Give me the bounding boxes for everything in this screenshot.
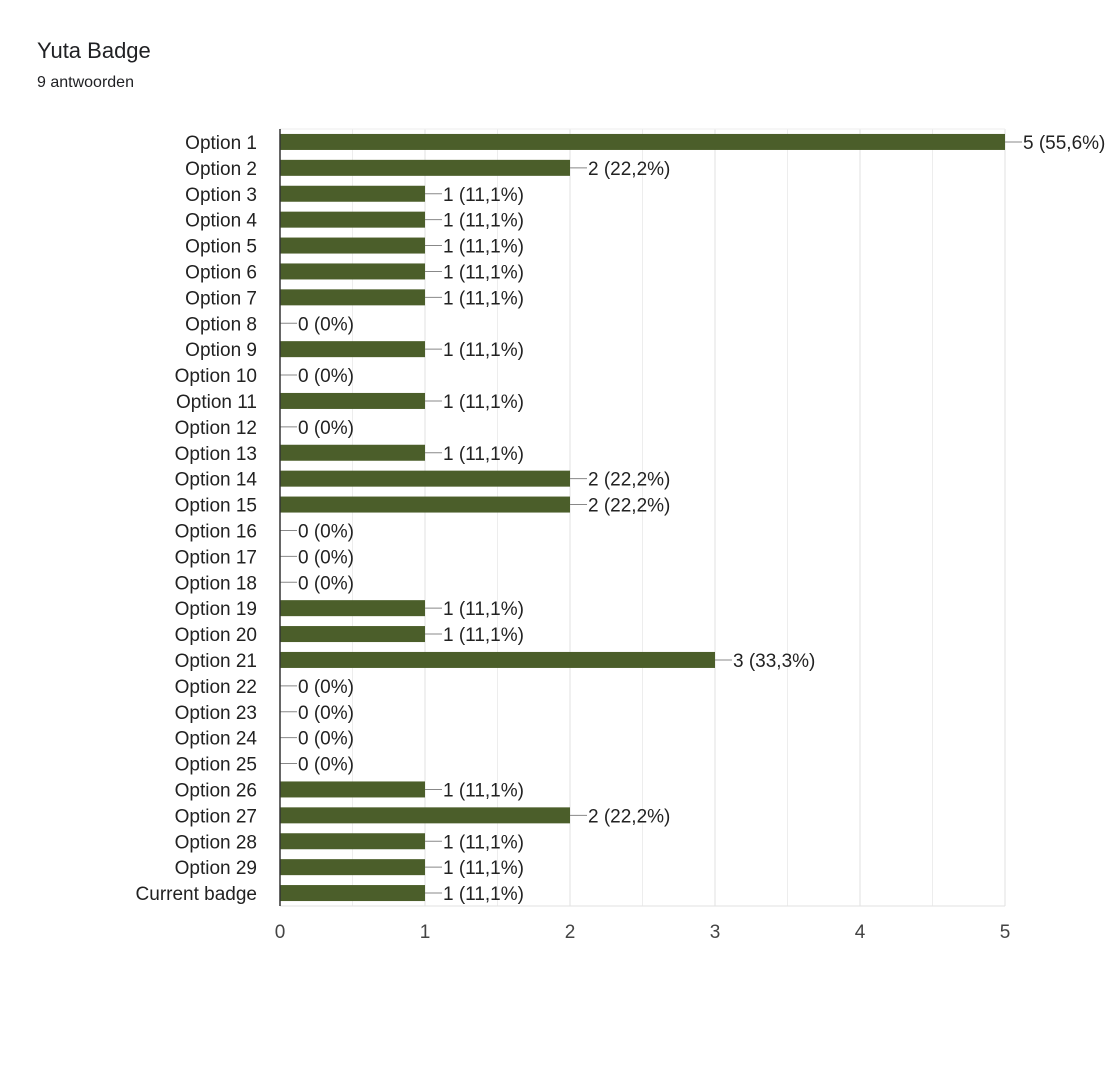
data-label: 1 (11,1%) [443, 858, 524, 879]
x-tick-label: 2 [565, 922, 576, 943]
data-label: 1 (11,1%) [443, 392, 524, 413]
bar [280, 781, 425, 798]
category-label: Option 4 [185, 211, 257, 232]
bar [280, 392, 425, 409]
data-label: 3 (33,3%) [733, 651, 815, 672]
data-label: 0 (0%) [298, 703, 354, 724]
category-label: Option 2 [185, 159, 257, 180]
bar [280, 600, 425, 617]
data-label: 0 (0%) [298, 366, 354, 387]
category-label: Option 16 [175, 521, 257, 542]
category-label: Option 28 [175, 832, 257, 853]
bar [280, 159, 570, 176]
question-header: Yuta Badge 9 antwoorden [37, 36, 151, 93]
data-label: 0 (0%) [298, 418, 354, 439]
category-label: Option 8 [185, 314, 257, 335]
data-label: 1 (11,1%) [443, 780, 524, 801]
data-label: 1 (11,1%) [443, 832, 524, 853]
bar [280, 341, 425, 358]
category-label: Option 14 [175, 470, 258, 491]
bar [280, 470, 570, 487]
data-label: 0 (0%) [298, 677, 354, 698]
data-label: 5 (55,6%) [1023, 133, 1105, 154]
bar [280, 651, 715, 668]
category-label: Option 25 [175, 755, 257, 776]
data-label: 0 (0%) [298, 521, 354, 542]
category-label: Current badge [136, 884, 257, 905]
x-tick-label: 3 [710, 922, 721, 943]
x-tick-label: 0 [275, 922, 286, 943]
bar [280, 133, 1005, 150]
category-label: Option 26 [175, 780, 257, 801]
bar [280, 237, 425, 254]
x-tick-label: 4 [855, 922, 866, 943]
data-label: 1 (11,1%) [443, 625, 524, 646]
bar [280, 626, 425, 643]
category-label: Option 27 [175, 806, 257, 827]
question-title: Yuta Badge [37, 38, 151, 63]
category-label: Option 1 [185, 133, 257, 154]
data-label: 1 (11,1%) [443, 599, 524, 620]
category-label: Option 10 [175, 366, 257, 387]
category-label: Option 13 [175, 444, 257, 465]
category-label: Option 29 [175, 858, 257, 879]
bar [280, 289, 425, 306]
response-count: 9 antwoorden [37, 74, 134, 91]
category-label: Option 18 [175, 573, 257, 594]
category-label: Option 11 [176, 392, 257, 413]
bar [280, 885, 425, 902]
data-label: 2 (22,2%) [588, 159, 670, 180]
data-label: 0 (0%) [298, 547, 354, 568]
category-label: Option 6 [185, 262, 257, 283]
bar [280, 496, 570, 513]
data-label: 2 (22,2%) [588, 806, 670, 827]
category-label: Option 23 [175, 703, 257, 724]
category-label: Option 17 [175, 547, 257, 568]
data-label: 1 (11,1%) [443, 211, 524, 232]
bar [280, 185, 425, 202]
data-label: 2 (22,2%) [588, 470, 670, 491]
category-label: Option 9 [185, 340, 257, 361]
bar [280, 807, 570, 824]
data-label: 0 (0%) [298, 573, 354, 594]
category-label: Option 15 [175, 496, 257, 517]
data-label: 0 (0%) [298, 314, 354, 335]
data-label: 1 (11,1%) [443, 340, 524, 361]
category-label: Option 3 [185, 185, 257, 206]
bar [280, 833, 425, 850]
x-tick-label: 1 [420, 922, 431, 943]
bar [280, 859, 425, 876]
category-label: Option 20 [175, 625, 257, 646]
category-label: Option 5 [185, 237, 257, 258]
data-label: 2 (22,2%) [588, 496, 670, 517]
data-label: 1 (11,1%) [443, 884, 524, 905]
data-label: 1 (11,1%) [443, 237, 524, 258]
category-label: Option 24 [175, 729, 258, 750]
category-label: Option 7 [185, 288, 257, 309]
x-tick-label: 5 [1000, 922, 1011, 943]
data-label: 1 (11,1%) [443, 185, 524, 206]
data-label: 1 (11,1%) [443, 288, 524, 309]
data-label: 1 (11,1%) [443, 262, 524, 283]
category-label: Option 19 [175, 599, 257, 620]
data-label: 0 (0%) [298, 729, 354, 750]
data-label: 0 (0%) [298, 755, 354, 776]
category-label: Option 12 [175, 418, 257, 439]
bar [280, 444, 425, 461]
bar [280, 263, 425, 280]
category-label: Option 21 [175, 651, 257, 672]
data-label: 1 (11,1%) [443, 444, 524, 465]
category-label: Option 22 [175, 677, 257, 698]
bar [280, 211, 425, 228]
